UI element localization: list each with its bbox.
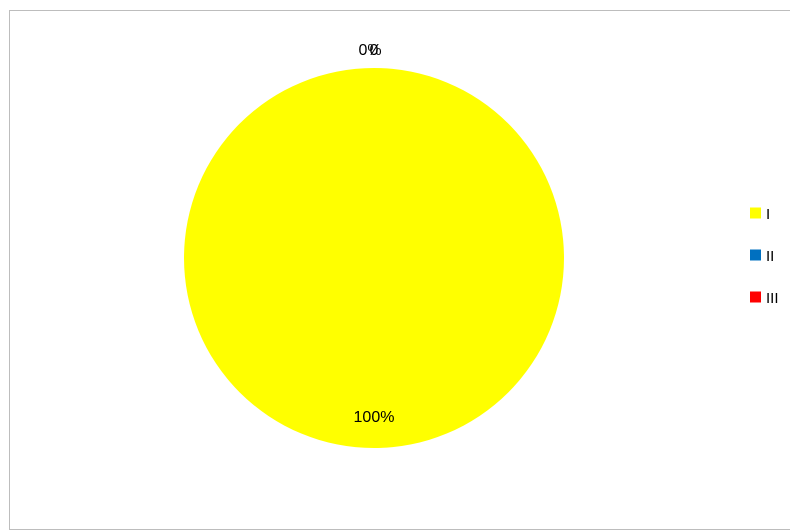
legend-label-III: III: [766, 290, 779, 307]
legend-label-II: II: [766, 248, 774, 265]
pie-data-labels: 100% 0%0: [354, 42, 395, 426]
data-label-I: 100%: [354, 409, 395, 426]
legend-swatch-I: [750, 207, 761, 219]
legend-label-I: I: [766, 206, 770, 223]
legend-swatch-II: [750, 249, 761, 261]
pie-slices: [184, 68, 564, 448]
pie-slice-I: [184, 68, 564, 448]
data-label-III: 0: [370, 42, 379, 59]
legend-swatch-III: [750, 291, 761, 303]
data-label-II: 0%: [358, 42, 381, 59]
